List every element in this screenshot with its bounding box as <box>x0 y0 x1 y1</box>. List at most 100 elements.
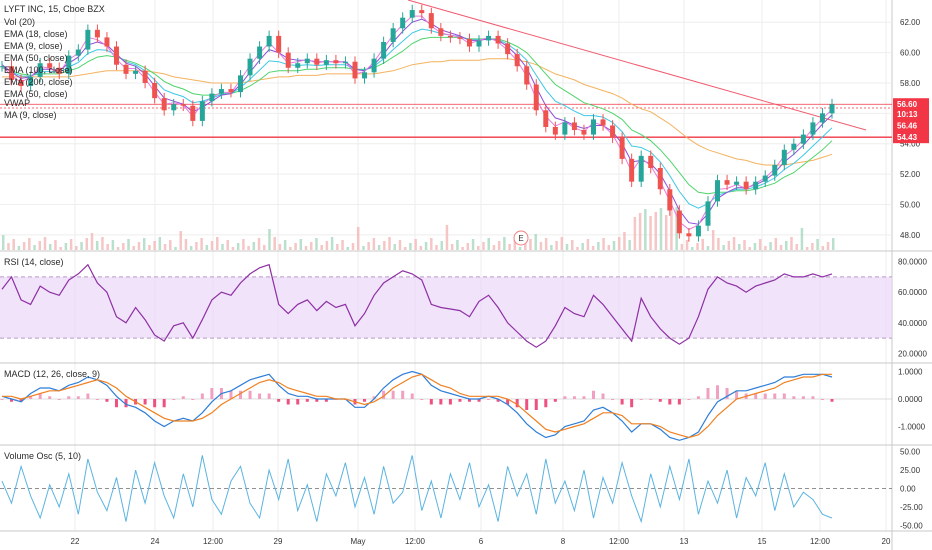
volume-bar <box>320 245 323 250</box>
volume-bar <box>456 240 459 250</box>
volume-bar <box>210 241 214 250</box>
candle-body <box>676 210 682 234</box>
candle-body <box>829 104 835 114</box>
volume-bar <box>409 243 412 250</box>
volume-bar <box>38 241 42 250</box>
earnings-marker[interactable]: E <box>513 230 529 246</box>
macd-histogram-bar <box>372 396 376 399</box>
macd-histogram-bar <box>506 399 510 405</box>
volume-bar <box>790 237 793 250</box>
volume-bar <box>450 244 454 250</box>
horizontal-levels <box>0 103 892 138</box>
candle-body <box>218 89 224 94</box>
candle-body <box>571 122 577 131</box>
volume-bar <box>696 243 699 250</box>
macd-histogram-bar <box>706 388 710 399</box>
macd-pane[interactable]: MACD (12, 26, close, 9) 1.0000 0.0000 -1.0… <box>0 368 926 441</box>
volume-bar <box>184 239 188 250</box>
volume-bar <box>393 244 397 250</box>
volume-bar <box>576 247 579 250</box>
price-tag-box <box>893 131 929 144</box>
volume-bar <box>169 240 172 250</box>
candle-body <box>619 137 625 159</box>
macd-title: MACD (12, 26, close, 9) <box>4 369 100 379</box>
legend-item: EMA (50, close) <box>4 89 68 99</box>
volume-bar <box>367 242 370 250</box>
svg-text:E: E <box>518 234 523 243</box>
candle-body <box>543 110 549 127</box>
volume-bar <box>346 247 350 250</box>
macd-histogram-bar <box>467 399 471 402</box>
candle-body <box>772 164 778 176</box>
price-tag-label: 54.43 <box>897 133 918 142</box>
candle-body <box>743 181 749 190</box>
rsi-pane[interactable]: RSI (14, close) 80.0000 60.0000 40.0000 20.… <box>0 257 927 358</box>
candle-body <box>762 175 768 182</box>
volume-bar <box>753 243 757 250</box>
macd-histogram-bar <box>611 399 615 400</box>
volume-bar <box>341 240 344 250</box>
macd-histogram-bar <box>439 399 443 405</box>
volume-bar <box>633 217 637 250</box>
volume-bar <box>28 238 31 250</box>
volume-bar <box>623 232 626 250</box>
macd-tick-label: 1.0000 <box>898 368 923 377</box>
volume-bar <box>644 209 647 250</box>
volume-bar <box>419 246 423 250</box>
macd-histogram-bar <box>630 399 634 408</box>
volume-bar <box>503 237 506 250</box>
candle-body <box>371 58 377 73</box>
volume-bar <box>800 228 804 250</box>
volume-bar <box>497 241 501 250</box>
volume-bar <box>43 237 47 250</box>
legend-item: EMA (18, close) <box>4 29 68 39</box>
volume-bar <box>372 238 376 250</box>
price-tick-label: 62.00 <box>900 18 921 27</box>
time-tick-label: 24 <box>151 537 160 546</box>
candle-body <box>238 75 244 93</box>
candle-body <box>419 10 425 14</box>
time-axis[interactable]: 22 24 12:00 29 May 12:00 6 8 12:00 13 15 12:00 20 <box>71 537 891 546</box>
rsi-axis: 80.0000 60.0000 40.0000 20.0000 <box>898 258 927 359</box>
candle-body <box>466 38 472 47</box>
macd-histogram-bar <box>181 396 185 399</box>
candle-body <box>781 149 787 165</box>
volume-bar <box>388 237 391 250</box>
candle-body <box>142 70 148 83</box>
candle-body <box>85 29 91 50</box>
rsi-band <box>0 276 892 339</box>
price-pane[interactable]: E LYFT INC, 15, Cboe BZX Vol (20) EMA (1… <box>0 0 929 250</box>
macd-histogram-bar <box>582 396 586 399</box>
volume-bar <box>252 242 256 250</box>
macd-histogram-bar <box>86 393 90 399</box>
macd-histogram-bar <box>191 399 195 400</box>
time-tick-label: 12:00 <box>405 537 426 546</box>
volume-osc-pane[interactable]: Volume Osc (5, 10) 50.00 25.00 0.00 -25.00 -… <box>0 448 923 531</box>
volume-bar <box>811 243 814 250</box>
volume-bar <box>701 239 704 250</box>
trendline[interactable] <box>407 0 867 131</box>
candle-body <box>705 201 711 226</box>
macd-histogram-bar <box>811 396 815 399</box>
volume-bar <box>764 246 767 250</box>
volume-bar <box>33 245 36 250</box>
legend-item: EMA (50, close) <box>4 53 68 63</box>
volume-bar <box>116 247 120 250</box>
volume-bar <box>487 238 490 250</box>
volume-bar <box>607 245 611 250</box>
volume-bar <box>137 242 141 250</box>
candle-body <box>753 181 759 190</box>
macd-histogram-bar <box>534 399 538 410</box>
volume-bar <box>680 244 684 250</box>
volume-bar <box>591 246 595 250</box>
volume-bar <box>309 242 313 250</box>
macd-histogram-bar <box>48 396 52 399</box>
candle-body <box>638 155 644 182</box>
volume-bar <box>200 238 203 250</box>
macd-histogram-bar <box>563 396 567 399</box>
volume-bar <box>612 241 616 250</box>
volume-bar <box>424 242 428 250</box>
macd-histogram-bar <box>410 393 414 399</box>
volume-bar <box>122 243 125 250</box>
